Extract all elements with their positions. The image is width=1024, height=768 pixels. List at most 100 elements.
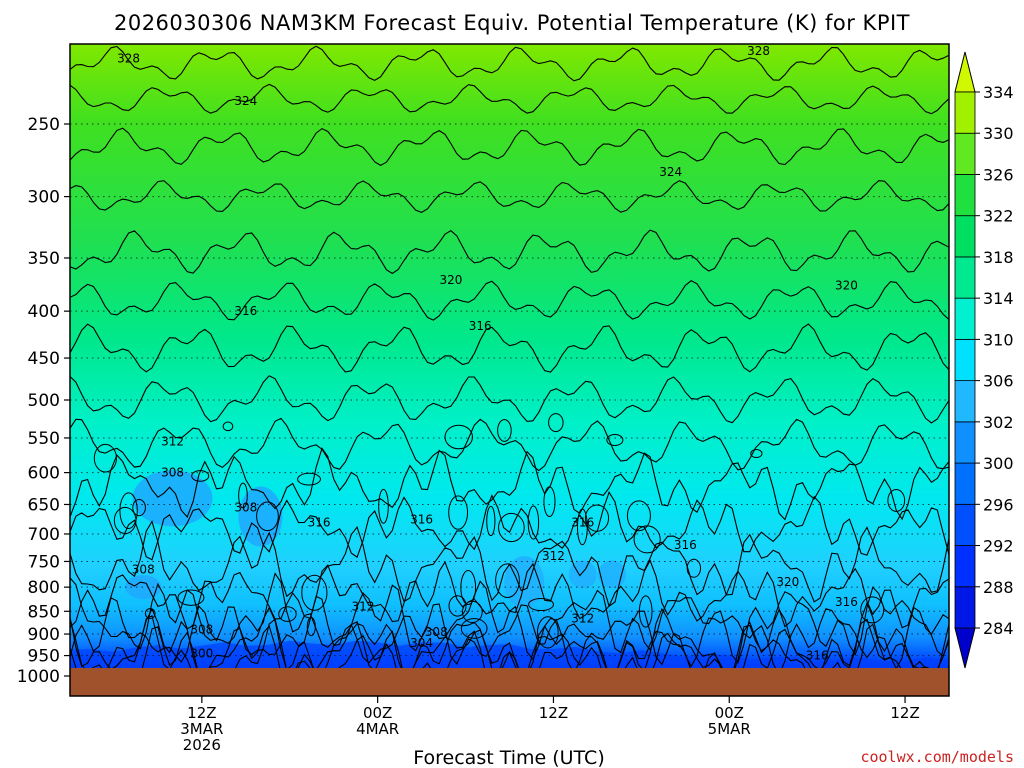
low-level-cold-layer: [70, 640, 949, 668]
contour-label: 312: [161, 435, 184, 449]
contour-label: 300: [190, 646, 213, 660]
colorbar-swatch: [954, 462, 976, 505]
colorbar-swatch: [954, 297, 976, 340]
contour-closed: [536, 616, 559, 649]
contour-label: 328: [117, 51, 140, 65]
contour-label: 320: [776, 575, 799, 589]
colorbar-tick-label: 300: [983, 454, 1014, 473]
contour-line: [70, 280, 949, 321]
contour-closed: [576, 508, 588, 546]
colorbar-swatch: [954, 256, 976, 299]
contour-closed: [238, 482, 248, 509]
contour-closed: [448, 595, 467, 617]
colorbar-swatch: [954, 503, 976, 546]
contour-label: 312: [571, 611, 594, 625]
contour-closed: [144, 608, 156, 619]
contour-label: 320: [439, 273, 462, 287]
chart-title: 2026030306 NAM3KM Forecast Equiv. Potent…: [114, 11, 910, 35]
contour-closed: [486, 505, 496, 537]
y-axis: 250 300 350 400 450 500 550 600 650 700 750 800 850 9…: [17, 115, 70, 687]
contour-line: [70, 572, 949, 664]
contour-closed: [750, 449, 763, 459]
colorbar-tick-label: 302: [983, 413, 1014, 432]
cold-pocket: [568, 560, 597, 589]
colorbar-max-arrow: [954, 51, 976, 93]
y-tick-label: 850: [28, 602, 60, 622]
y-tick-label: 250: [28, 115, 60, 135]
colorbar-tick-label: 288: [983, 578, 1014, 597]
x-tick-label: 5MAR: [708, 720, 751, 738]
contour-label: 312: [352, 600, 375, 614]
colorbar-tick-label: 318: [983, 248, 1014, 267]
contour-closed: [638, 595, 653, 628]
contour-closed: [256, 501, 279, 532]
y-tick-label: 700: [28, 525, 60, 545]
colorbar-tick-label: 296: [983, 495, 1014, 514]
colorbar-swatch: [954, 421, 976, 464]
plot-area: [70, 44, 949, 696]
colorbar-swatch: [954, 132, 976, 175]
contour-label: 304: [410, 636, 433, 650]
y-tick-label: 450: [28, 349, 60, 369]
colorbar: 284 288 292 296 300 302 306 310 314 318 322 326 330 3…: [954, 51, 1014, 669]
y-tick-label: 900: [28, 625, 60, 645]
contour-closed: [497, 419, 512, 442]
y-tick-label: 800: [28, 578, 60, 598]
contour-closed: [860, 596, 885, 624]
colorbar-swatch: [954, 215, 976, 258]
contour-closed: [460, 618, 488, 639]
contour-line: [70, 375, 949, 424]
contour-closed: [584, 504, 610, 532]
colorbar-swatch: [954, 545, 976, 588]
contour-label: 316: [674, 538, 697, 552]
contour-label: 308: [161, 466, 184, 480]
contour-line: [70, 417, 949, 472]
x-axis-label: Forecast Time (UTC): [413, 747, 604, 768]
x-tick-label: 12Z: [539, 704, 568, 722]
contour-label: 316: [308, 515, 331, 529]
colorbar-tick-label: 334: [983, 83, 1014, 102]
contour-closed: [301, 574, 328, 611]
credit-link[interactable]: coolwx.com/models: [860, 748, 1014, 766]
contour-closed: [93, 443, 117, 473]
y-tick-label: 650: [28, 495, 60, 515]
contour-label: 312: [542, 549, 565, 563]
contour-label: 308: [132, 562, 155, 576]
x-tick-label: 00Z: [363, 704, 392, 722]
contour-closed: [606, 433, 624, 447]
contour-closed: [887, 489, 906, 512]
colorbar-min-arrow: [954, 627, 976, 669]
contour-closed: [278, 606, 297, 622]
cold-pocket: [125, 575, 162, 600]
colorbar-tick-label: 314: [983, 289, 1014, 308]
contour-line: [70, 229, 949, 275]
colorbar-tick-label: 310: [983, 330, 1014, 349]
contour-closed: [119, 492, 138, 530]
contour-label: 316: [835, 595, 858, 609]
colorbar-tick-label: 322: [983, 207, 1014, 226]
y-tick-label: 400: [28, 302, 60, 322]
contour-label: 316: [469, 319, 492, 333]
contour-line: [70, 45, 949, 82]
y-tick-label: 350: [28, 249, 60, 269]
contour-label: 316: [234, 304, 257, 318]
contour-closed: [495, 563, 520, 598]
colorbar-swatch: [954, 586, 976, 629]
plot-frame: [69, 43, 950, 697]
colorbar-tick-label: 284: [983, 619, 1014, 638]
contour-label: 308: [190, 623, 213, 637]
colorbar-tick-label: 306: [983, 372, 1014, 391]
contour-closed: [297, 472, 321, 486]
colorbar-swatch: [954, 338, 976, 382]
contour-label: 320: [835, 278, 858, 292]
contour-closed: [222, 421, 234, 432]
contour-closed: [543, 486, 556, 518]
x-tick-label: 2026: [183, 736, 221, 754]
contour-closed: [498, 512, 525, 543]
colorbar-swatch: [954, 174, 976, 217]
contour-closed: [444, 424, 473, 450]
x-tick-label: 00Z: [715, 704, 744, 722]
colorbar-tick-label: 326: [983, 165, 1014, 184]
contour-label: 328: [747, 44, 770, 58]
